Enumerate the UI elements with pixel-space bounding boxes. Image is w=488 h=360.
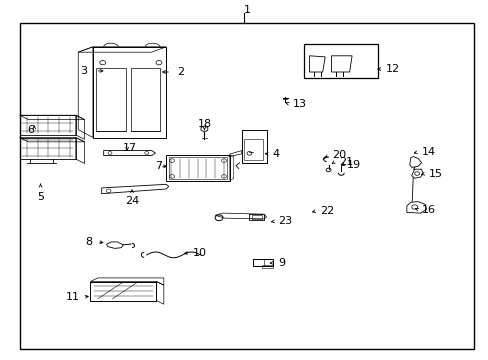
Text: 24: 24	[124, 196, 139, 206]
Text: 21: 21	[338, 157, 352, 167]
Text: 7: 7	[155, 161, 163, 171]
Text: 6: 6	[27, 125, 34, 135]
Text: 22: 22	[320, 206, 334, 216]
Bar	[242, 130, 266, 163]
Bar	[253, 259, 264, 266]
Bar	[251, 215, 261, 219]
Text: 12: 12	[386, 64, 400, 74]
Text: 14: 14	[421, 147, 435, 157]
Bar	[249, 214, 264, 220]
Text: 2: 2	[177, 67, 184, 77]
Text: 20: 20	[332, 150, 346, 160]
Bar	[253, 259, 272, 266]
Text: 1: 1	[243, 5, 250, 15]
Bar	[244, 139, 263, 160]
Bar	[166, 155, 229, 181]
Text: 10: 10	[193, 248, 207, 258]
Text: 8: 8	[84, 237, 92, 247]
Text: 11: 11	[65, 292, 80, 302]
Bar	[261, 265, 273, 268]
Text: 23: 23	[277, 216, 291, 226]
Text: 4: 4	[272, 149, 280, 159]
Text: 17: 17	[122, 143, 136, 153]
Text: 5: 5	[37, 192, 44, 202]
Text: 9: 9	[278, 258, 285, 268]
Bar	[304, 44, 377, 78]
Text: 16: 16	[421, 204, 435, 215]
Text: 3: 3	[80, 66, 87, 76]
Text: 15: 15	[428, 168, 442, 179]
Text: 18: 18	[198, 119, 212, 129]
Text: 19: 19	[346, 159, 361, 170]
Text: 13: 13	[292, 99, 306, 109]
Bar	[169, 157, 226, 179]
Bar	[96, 68, 125, 131]
Bar	[131, 68, 160, 131]
